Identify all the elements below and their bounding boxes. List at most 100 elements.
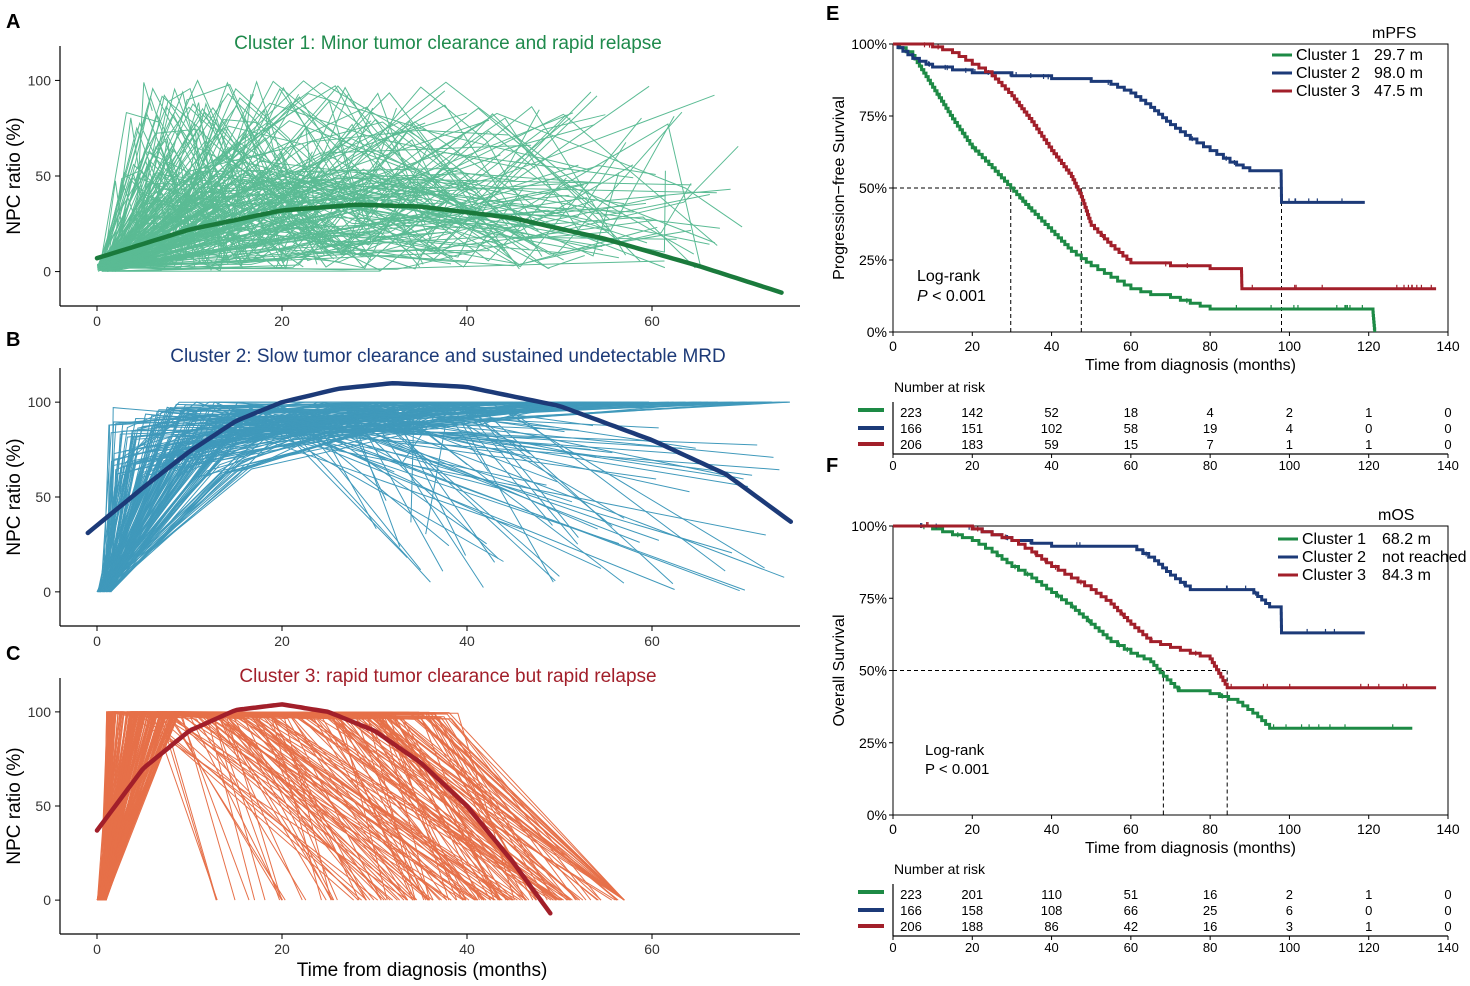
panel-f: 0%25%50%75%100%0 20 40 60 80 100 120 140Overall… xyxy=(831,507,1467,955)
y-axis-label: Progression−free Survival xyxy=(831,96,848,280)
risk-count: 4 xyxy=(1286,421,1293,436)
trajectory-line xyxy=(107,190,451,269)
risk-time-label: 100 xyxy=(1279,458,1301,473)
trajectory-line xyxy=(103,410,504,593)
fitted-trend-curve xyxy=(94,202,784,295)
risk-count: 1 xyxy=(1365,405,1372,420)
risk-count: 110 xyxy=(1041,887,1062,902)
trajectory-line xyxy=(104,80,339,269)
y-tick-label: 75% xyxy=(859,108,887,124)
x-tick-label: 40 xyxy=(1044,821,1060,837)
trajectory-line xyxy=(98,119,228,267)
legend-series-name: Cluster 2 xyxy=(1302,549,1366,566)
trajectory-line xyxy=(99,111,160,268)
trajectory-line xyxy=(100,421,625,593)
trajectory-line xyxy=(97,113,247,267)
risk-count: 86 xyxy=(1044,919,1058,934)
trajectory-line xyxy=(113,107,397,268)
fitted-trend-curve xyxy=(94,702,553,916)
trajectory-line xyxy=(107,418,417,593)
censor-marks xyxy=(923,42,1432,290)
legend-median: 68.2 m xyxy=(1382,531,1431,548)
risk-count: 0 xyxy=(1365,421,1372,436)
km-curve-3 xyxy=(893,42,1437,291)
censor-marks xyxy=(923,524,1394,730)
risk-count: 42 xyxy=(1124,919,1138,934)
trajectory-line xyxy=(101,401,441,593)
panel-b: Cluster 2: Slow tumor clearance and sust… xyxy=(4,346,800,649)
trajectory-line xyxy=(96,186,717,265)
trajectory-line xyxy=(102,424,758,593)
x-tick-label: 140 xyxy=(1436,338,1460,354)
trajectory-line xyxy=(103,106,584,265)
risk-count: 151 xyxy=(961,421,983,436)
trajectory-line xyxy=(109,160,622,268)
risk-count: 1 xyxy=(1286,437,1293,452)
trajectory-line xyxy=(98,242,346,265)
legend-title: mOS xyxy=(1378,507,1414,524)
x-tick-label: 80 xyxy=(1202,821,1218,837)
risk-time-label: 60 xyxy=(1124,940,1138,955)
trajectory-line xyxy=(107,193,523,270)
x-tick-label: 40 xyxy=(1044,338,1060,354)
risk-count: 2 xyxy=(1286,887,1293,902)
stat-test-name: Log-rank xyxy=(925,742,985,759)
risk-count: 0 xyxy=(1444,903,1451,918)
trajectory-line xyxy=(100,401,470,592)
trajectory-line xyxy=(101,401,451,593)
trajectory-line xyxy=(103,416,408,592)
y-axis-label: NPC ratio (%) xyxy=(4,747,25,864)
risk-time-label: 0 xyxy=(889,458,896,473)
panel-c: Cluster 3: rapid tumor clearance but rap… xyxy=(4,666,800,981)
y-tick-label: 50 xyxy=(35,798,51,814)
risk-count: 59 xyxy=(1044,437,1058,452)
legend-median: 47.5 m xyxy=(1374,83,1423,100)
trajectory-line xyxy=(105,154,168,271)
panel-letter-a: A xyxy=(6,11,20,33)
x-tick-label: 140 xyxy=(1436,821,1460,837)
risk-time-label: 100 xyxy=(1279,940,1301,955)
panel-a: Cluster 1: Minor tumor clearance and rap… xyxy=(4,33,800,329)
y-tick-label: 0 xyxy=(43,892,51,908)
trajectory-line xyxy=(104,210,448,272)
km-curve-2 xyxy=(893,42,1365,204)
risk-count: 102 xyxy=(1041,421,1063,436)
y-tick-label: 0 xyxy=(43,584,51,600)
trajectory-line xyxy=(99,401,634,593)
risk-count: 2 xyxy=(1286,405,1293,420)
trajectory-line xyxy=(101,85,642,271)
trajectory-line xyxy=(104,424,682,592)
risk-count: 66 xyxy=(1124,903,1138,918)
trajectory-line xyxy=(98,183,692,267)
x-tick-label: 40 xyxy=(459,633,475,649)
risk-time-label: 0 xyxy=(889,940,896,955)
y-tick-label: 50 xyxy=(35,489,51,505)
risk-count: 6 xyxy=(1286,903,1293,918)
trajectory-line xyxy=(109,145,739,270)
trajectory-line xyxy=(106,115,675,267)
trajectory-line xyxy=(97,414,478,593)
x-tick-label: 80 xyxy=(1202,338,1218,354)
trajectory-line xyxy=(97,429,780,593)
legend-series-name: Cluster 3 xyxy=(1302,567,1366,584)
trajectory-line xyxy=(109,150,284,268)
y-tick-label: 100 xyxy=(28,72,52,88)
x-tick-label: 20 xyxy=(274,941,290,957)
trajectory-line xyxy=(96,401,630,593)
stat-p-value: P < 0.001 xyxy=(917,288,986,305)
x-tick-label: 60 xyxy=(1123,821,1139,837)
trajectory-line xyxy=(110,168,325,272)
trajectory-line xyxy=(99,249,490,265)
trajectory-line xyxy=(103,173,600,272)
chart-title: Cluster 2: Slow tumor clearance and sust… xyxy=(170,346,726,367)
y-axis-label: NPC ratio (%) xyxy=(4,117,25,234)
trajectory-line xyxy=(113,114,606,266)
risk-time-label: 80 xyxy=(1203,458,1217,473)
trajectory-line xyxy=(99,138,518,270)
trajectory-line xyxy=(105,711,509,901)
trajectory-line xyxy=(99,711,362,901)
trajectory-line xyxy=(107,180,297,266)
trajectory-line xyxy=(110,113,641,266)
